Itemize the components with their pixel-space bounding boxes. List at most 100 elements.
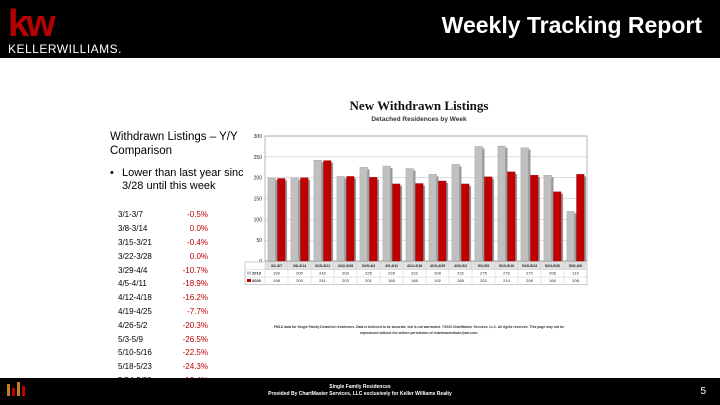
data-label-2019: 206 xyxy=(549,271,556,276)
page-title: Weekly Tracking Report xyxy=(441,12,702,38)
change-value: -20.3% xyxy=(182,320,208,330)
y-tick-label: 50 xyxy=(256,238,262,244)
y-tick-label: 150 xyxy=(254,197,263,203)
table-header-cell xyxy=(426,262,449,270)
x-tick-label: 3/22-3/28 xyxy=(338,264,353,268)
data-label-2019: 200 xyxy=(296,271,303,276)
table-header-cell xyxy=(495,262,518,270)
bar-2020 xyxy=(346,176,355,262)
table-header-cell xyxy=(564,262,587,270)
bullet-dot-icon: • xyxy=(110,167,114,179)
change-value: -7.7% xyxy=(187,306,208,316)
comparison-row: 4/12-4/18 -16.2% xyxy=(118,291,208,305)
x-tick-label: 5/31-6/6 xyxy=(569,264,582,268)
table-header-cell xyxy=(357,262,380,270)
bar-2019 xyxy=(451,164,460,262)
bar-2019 xyxy=(336,176,345,262)
table-header-cell xyxy=(288,262,311,270)
data-label-2020: 166 xyxy=(549,278,556,283)
bar-2019 xyxy=(405,168,414,262)
x-tick-label: 5/24-5/30 xyxy=(545,264,560,268)
data-label-2020: 198 xyxy=(273,278,280,283)
comparison-row: 5/10-5/16 -22.5% xyxy=(118,346,208,360)
data-label-2019: 272 xyxy=(526,271,533,276)
x-tick-label: 3/1-3/7 xyxy=(271,264,282,268)
data-label-2019: 275 xyxy=(480,271,487,276)
footer-line-2: Provided By ChartMaster Services, LLC ex… xyxy=(268,391,452,397)
data-label-2020: 186 xyxy=(411,278,418,283)
bar-2020 xyxy=(277,178,286,262)
bar-2020 xyxy=(461,183,470,262)
data-label-2020: 202 xyxy=(480,278,487,283)
comparison-row: 3/15-3/21 -0.4% xyxy=(118,236,208,250)
chart-title: New Withdrawn Listings xyxy=(350,98,489,113)
y-tick-label: 250 xyxy=(254,155,263,161)
summary-heading: Withdrawn Listings – Y/Y Comparison xyxy=(110,131,238,157)
page-number: 5 xyxy=(700,386,706,397)
bar-2019 xyxy=(543,175,552,262)
data-label-2019: 242 xyxy=(319,271,326,276)
data-label-2020: 200 xyxy=(296,278,303,283)
comparison-row: 3/1-3/7 -0.5% xyxy=(118,208,208,222)
comparison-row: 3/22-3/28 0.0% xyxy=(118,249,208,263)
bar-2020 xyxy=(392,183,401,262)
x-tick-label: 5/18-5/23 xyxy=(522,264,537,268)
kw-logo-mark: kw xyxy=(8,3,56,45)
week-label: 5/10-5/16 xyxy=(118,348,152,358)
comparison-row: 3/29-4/4 -10.7% xyxy=(118,263,208,277)
data-label-2019: 276 xyxy=(503,271,510,276)
x-tick-label: 4/5-4/11 xyxy=(385,264,398,268)
x-tick-label: 5/10-5/16 xyxy=(499,264,514,268)
data-label-2020: 203 xyxy=(342,278,349,283)
data-label-2020: 241 xyxy=(319,278,326,283)
change-value: 0.0% xyxy=(189,251,208,261)
bar-2019 xyxy=(382,165,391,262)
data-label-2019: 222 xyxy=(411,271,418,276)
week-label: 5/18-5/23 xyxy=(118,362,152,372)
change-value: -16.2% xyxy=(182,293,208,303)
comparison-row: 4/26-5/2 -20.3% xyxy=(118,318,208,332)
footer-bar: Single Family Residences Provided By Cha… xyxy=(0,378,720,405)
table-header-cell xyxy=(380,262,403,270)
chart-footnote: reproduced without the written permissio… xyxy=(360,331,478,335)
data-label-2020: 192 xyxy=(434,278,441,283)
footer-credits: Single Family Residences Provided By Cha… xyxy=(0,384,720,398)
week-label: 3/15-3/21 xyxy=(118,237,152,247)
bar-2020 xyxy=(507,171,516,262)
x-tick-label: 4/26-5/2 xyxy=(454,264,467,268)
legend-swatch-2019 xyxy=(247,271,251,275)
data-label-2020: 206 xyxy=(526,278,533,283)
chart-footnote: FMLS data for Single Family Detached res… xyxy=(274,325,564,329)
data-label-2020: 201 xyxy=(365,278,372,283)
bar-2019 xyxy=(428,174,437,262)
bar-2020 xyxy=(438,180,447,262)
data-label-2019: 208 xyxy=(434,271,441,276)
table-header-cell xyxy=(334,262,357,270)
bar-2020 xyxy=(576,174,585,262)
header-bar: kw KELLERWILLIAMS. Weekly Tracking Repor… xyxy=(0,0,720,58)
table-header-cell xyxy=(449,262,472,270)
withdrawn-listings-chart: New Withdrawn Listings Detached Residence… xyxy=(243,96,595,342)
bar-2019 xyxy=(520,147,529,262)
comparison-row: 4/19-4/25 -7.7% xyxy=(118,305,208,319)
change-value: -10.7% xyxy=(182,265,208,275)
bar-2019 xyxy=(267,177,276,262)
week-label: 4/26-5/2 xyxy=(118,320,148,330)
chartmaster-logo-icon xyxy=(7,382,25,396)
week-label: 3/29-4/4 xyxy=(118,265,148,275)
change-value: -0.5% xyxy=(187,210,208,220)
x-tick-label: 5/3-5/9 xyxy=(478,264,489,268)
brand-name: KELLERWILLIAMS. xyxy=(8,42,122,56)
data-label-2020: 214 xyxy=(503,278,510,283)
change-value: -26.5% xyxy=(182,334,208,344)
bar-2019 xyxy=(359,167,368,262)
summary-panel: Withdrawn Listings – Y/Y Comparison • Lo… xyxy=(110,130,260,193)
x-tick-label: 3/8-3/14 xyxy=(293,264,306,268)
y-tick-label: 300 xyxy=(254,134,263,140)
bar-2019 xyxy=(290,177,299,262)
bar-2020 xyxy=(415,183,424,262)
week-label: 3/1-3/7 xyxy=(118,210,143,220)
data-label-2019: 228 xyxy=(388,271,395,276)
comparison-row: 3/8-3/14 0.0% xyxy=(118,222,208,236)
data-label-2020: 185 xyxy=(457,278,464,283)
